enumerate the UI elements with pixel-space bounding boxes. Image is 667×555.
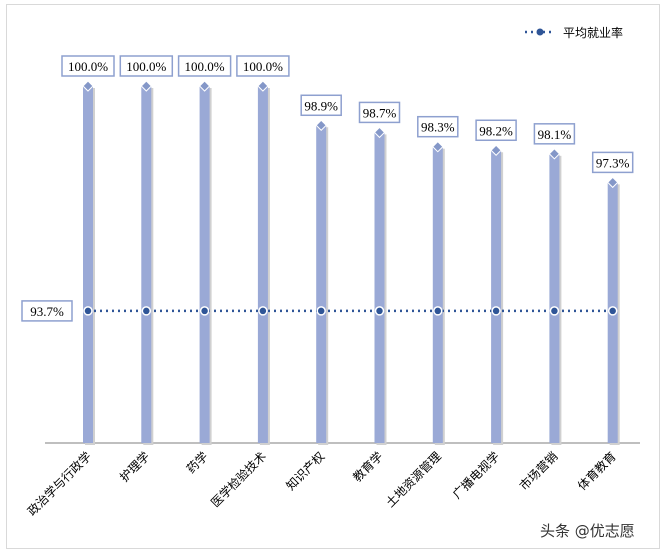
bar-top-marker xyxy=(490,144,502,156)
data-label: 98.7% xyxy=(363,105,397,120)
bar-top-marker xyxy=(548,148,561,160)
data-label-box xyxy=(119,55,174,77)
average-label: 93.7% xyxy=(30,304,64,319)
average-marker xyxy=(433,306,443,316)
bar xyxy=(549,153,560,443)
bar xyxy=(316,125,327,444)
data-label-box xyxy=(300,94,342,117)
legend-marker xyxy=(536,28,544,36)
data-label: 100.0% xyxy=(185,59,225,74)
bar xyxy=(491,150,502,443)
data-label: 100.0% xyxy=(126,59,166,74)
bar-top-marker xyxy=(82,80,94,92)
data-label: 98.3% xyxy=(421,120,455,135)
data-label: 97.3% xyxy=(596,155,630,170)
legend-label: 平均就业率 xyxy=(563,25,623,40)
category-label: 广播电视学 xyxy=(449,449,502,502)
data-label: 98.1% xyxy=(538,127,572,142)
data-label: 98.9% xyxy=(304,98,338,113)
bar xyxy=(199,86,210,443)
bar-top-marker xyxy=(140,80,153,92)
data-label-box xyxy=(417,115,459,138)
category-label: 体育教育 xyxy=(574,449,619,494)
bar xyxy=(432,146,443,443)
category-label: 药学 xyxy=(183,449,211,477)
category-label: 市场营销 xyxy=(516,449,561,494)
bar-top-marker xyxy=(198,80,211,92)
data-label-box xyxy=(61,55,115,77)
average-marker xyxy=(83,306,93,316)
average-marker xyxy=(491,306,501,316)
data-label-box xyxy=(475,119,517,142)
bar xyxy=(374,132,385,443)
average-label-box xyxy=(21,300,73,322)
average-marker xyxy=(141,306,152,316)
bar xyxy=(257,86,268,443)
data-label-box xyxy=(177,55,232,77)
data-label-box xyxy=(358,101,401,124)
bar-top-marker xyxy=(315,119,327,131)
bar-top-marker xyxy=(432,140,444,153)
category-label: 政治学与行政学 xyxy=(24,449,94,519)
data-label: 98.2% xyxy=(479,123,513,138)
average-marker xyxy=(607,306,618,316)
average-marker xyxy=(374,306,385,316)
bar xyxy=(141,86,152,443)
category-label: 医学检验技术 xyxy=(207,449,269,511)
bar-top-marker xyxy=(373,126,386,139)
average-marker xyxy=(316,306,326,316)
category-label: 知识产权 xyxy=(283,449,327,493)
category-label: 土地资源管理 xyxy=(382,449,444,511)
data-label-box xyxy=(236,55,290,77)
data-label: 100.0% xyxy=(68,59,108,74)
watermark-text: 头条 @优志愿 xyxy=(540,522,635,540)
average-marker xyxy=(258,306,268,316)
average-marker xyxy=(199,306,210,316)
category-label: 护理学 xyxy=(116,449,152,485)
chart-frame xyxy=(6,4,660,549)
data-label-box xyxy=(533,123,576,145)
category-label: 教育学 xyxy=(350,449,386,485)
bar xyxy=(83,86,93,443)
bar-top-marker xyxy=(257,80,269,92)
data-label-box xyxy=(591,151,634,174)
data-label: 100.0% xyxy=(243,59,283,74)
average-marker xyxy=(549,306,560,316)
bar-top-marker xyxy=(606,176,619,189)
